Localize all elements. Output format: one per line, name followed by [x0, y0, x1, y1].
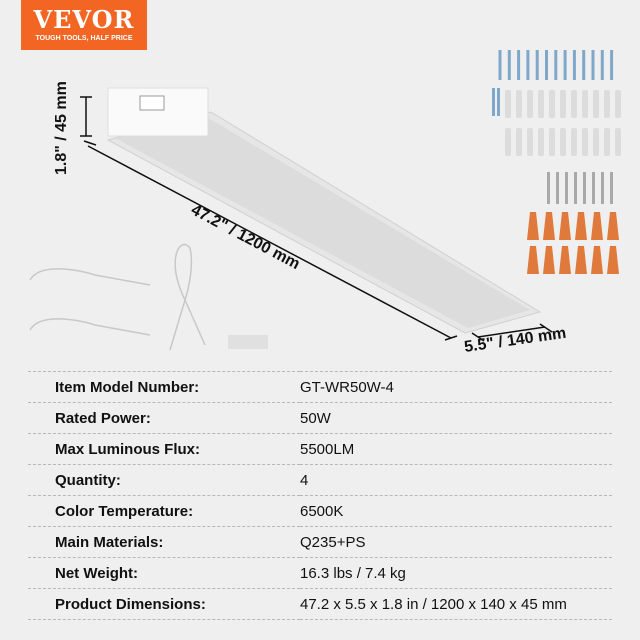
bolt-icon — [601, 172, 604, 204]
wall-anchor-icon — [538, 90, 544, 118]
wall-anchor-icon — [505, 128, 511, 156]
screw-icon — [610, 50, 614, 80]
wire-nut-icon — [559, 212, 571, 240]
spec-label: Quantity: — [55, 471, 121, 489]
spec-label: Rated Power: — [55, 409, 151, 427]
wall-anchor-icon — [604, 128, 610, 156]
wall-anchor-icon — [505, 90, 511, 118]
spec-value: 5500LM — [300, 440, 355, 458]
screw-icon — [498, 50, 502, 80]
bolts — [547, 172, 613, 204]
wire-nut-icon — [607, 212, 619, 240]
wall-anchor-icon — [549, 128, 555, 156]
spec-value: 6500K — [300, 502, 344, 520]
wall-anchor-icon — [549, 90, 555, 118]
spec-table: Item Model Number: GT-WR50W-4 Rated Power:… — [28, 371, 612, 620]
wall-anchor-icon — [582, 90, 588, 118]
logo-brand: VEVOR — [33, 5, 135, 34]
wall-anchor-icon — [593, 128, 599, 156]
linking-cables — [29, 243, 268, 351]
bolt-icon — [583, 172, 586, 204]
spec-row: Quantity: 4 — [28, 465, 612, 496]
bolt-icon — [547, 172, 550, 204]
dimension-lines — [80, 96, 553, 342]
spec-value: 50W — [300, 409, 331, 427]
spec-label: Item Model Number: — [55, 378, 200, 396]
spec-row: Product Dimensions: 47.2 x 5.5 x 1.8 in /… — [28, 589, 612, 620]
spec-label: Max Luminous Flux: — [55, 440, 201, 458]
wall-anchor-icon — [516, 90, 522, 118]
spec-row: Color Temperature: 6500K — [28, 496, 612, 527]
bolt-icon — [556, 172, 559, 204]
screw-icon — [497, 88, 500, 116]
screws — [492, 50, 614, 116]
screw-icon — [517, 50, 521, 80]
logo-tagline: TOUGH TOOLS, HALF PRICE — [35, 35, 133, 42]
product-illustration: 1.8" / 45 mm 47.2" / 1200 mm 5.5" / 140 … — [29, 50, 621, 356]
screw-icon — [582, 50, 586, 80]
spec-row: Net Weight: 16.3 lbs / 7.4 kg — [28, 558, 612, 589]
spec-label: Product Dimensions: — [55, 595, 206, 613]
wall-anchor-icon — [527, 90, 533, 118]
spec-label: Color Temperature: — [55, 502, 194, 520]
screw-icon — [572, 50, 576, 80]
spec-value: 16.3 lbs / 7.4 kg — [300, 564, 406, 582]
wire-nut-icon — [543, 246, 555, 274]
bolt-icon — [574, 172, 577, 204]
screw-icon — [526, 50, 530, 80]
wall-anchor-icon — [538, 128, 544, 156]
wall-anchor-icon — [571, 128, 577, 156]
spec-value: 4 — [300, 471, 309, 489]
screw-icon — [600, 50, 604, 80]
wall-anchor-icon — [615, 90, 621, 118]
screw-icon — [535, 50, 539, 80]
screw-icon — [563, 50, 567, 80]
bolt-icon — [565, 172, 568, 204]
wire-nut-icon — [527, 246, 539, 274]
wire-nut-icon — [591, 246, 603, 274]
spec-value: 47.2 x 5.5 x 1.8 in / 1200 x 140 x 45 mm — [300, 595, 567, 613]
wire-nut-icon — [543, 212, 555, 240]
spec-label: Main Materials: — [55, 533, 164, 551]
bolt-icon — [592, 172, 595, 204]
wire-nut-icon — [527, 212, 539, 240]
wire-nut-icon — [559, 246, 571, 274]
wire-nut-icon — [591, 212, 603, 240]
spec-value: Q235+PS — [300, 533, 366, 551]
wire-nuts — [527, 212, 619, 274]
screw-icon — [554, 50, 558, 80]
wall-anchor-icon — [604, 90, 610, 118]
led-shop-light — [106, 87, 542, 334]
wire-nut-icon — [607, 246, 619, 274]
wall-anchors — [505, 90, 621, 156]
wall-anchor-icon — [615, 128, 621, 156]
connector-icon — [139, 95, 165, 111]
spec-value: GT-WR50W-4 — [300, 378, 394, 396]
spec-row: Max Luminous Flux: 5500LM — [28, 434, 612, 465]
wall-anchor-icon — [571, 90, 577, 118]
spec-row: Main Materials: Q235+PS — [28, 527, 612, 558]
wall-anchor-icon — [560, 128, 566, 156]
spec-label: Net Weight: — [55, 564, 139, 582]
wire-nut-icon — [575, 246, 587, 274]
screw-icon — [507, 50, 511, 80]
spec-row: Rated Power: 50W — [28, 403, 612, 434]
height-dimension-label: 1.8" / 45 mm — [53, 81, 70, 175]
wall-anchor-icon — [560, 90, 566, 118]
spec-row: Item Model Number: GT-WR50W-4 — [28, 371, 612, 403]
junction-box — [107, 87, 209, 137]
wall-anchor-icon — [516, 128, 522, 156]
wall-anchor-icon — [593, 90, 599, 118]
screw-icon — [591, 50, 595, 80]
wall-anchor-icon — [527, 128, 533, 156]
screw-icon — [545, 50, 548, 80]
wall-anchor-icon — [582, 128, 588, 156]
vevor-logo: VEVOR TOUGH TOOLS, HALF PRICE — [21, 0, 147, 50]
wire-nut-icon — [575, 212, 587, 240]
screw-icon — [492, 88, 495, 116]
bolt-icon — [610, 172, 613, 204]
